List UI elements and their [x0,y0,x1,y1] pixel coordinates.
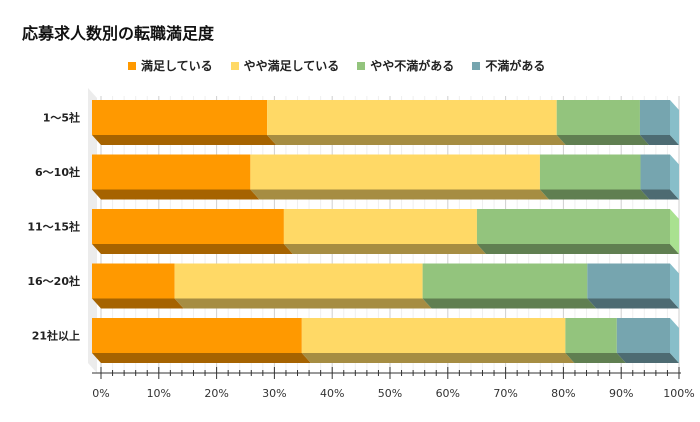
bar-shadow [267,135,566,145]
bar-shadow [250,189,549,200]
bar-segment [616,318,670,353]
chart-title: 応募求人数別の転職満足度 [22,24,215,43]
x-tick-label: 70% [493,387,517,400]
bar-shadow [283,244,486,254]
bar-segment [422,263,588,299]
bar-shadow [422,298,597,309]
bar-segment [640,154,670,190]
bar-segment [565,318,617,353]
bar-shadow [92,189,260,200]
x-tick-label: 30% [262,387,286,400]
bar-shadow [301,353,575,363]
x-tick-label: 80% [551,387,575,400]
bar-segment [476,209,670,244]
bar-segment [587,263,670,299]
x-tick-label: 100% [663,387,694,400]
x-tick-label: 60% [436,387,460,400]
x-tick-label: 90% [609,387,633,400]
bar-segment [92,154,251,190]
bar-shadow [639,135,679,145]
legend-swatch [230,61,239,70]
legend-item: 不満がある [472,57,545,74]
bar-shadow [92,353,311,363]
bar-end-face [670,154,679,200]
bar-end-face [670,263,679,309]
bar-shadow [92,244,293,254]
legend-label: 満足している [141,59,213,73]
bar-end-face [670,318,679,363]
category-label: 16〜20社 [27,274,80,288]
category-label: 11〜15社 [27,220,80,234]
bar-shadow [476,244,679,254]
x-tick-label: 50% [378,387,402,400]
bar-shadow [565,353,626,363]
bar-segment [92,318,302,353]
bar-shadow [556,135,649,145]
bar-segment [301,318,566,353]
bar-segment [639,100,670,135]
x-tick-label: 10% [147,387,171,400]
legend-label: やや不満がある [370,59,455,73]
bar-shadow [587,298,679,309]
bar-segment [174,263,423,299]
bar-shadow [640,189,679,200]
bar-segment [92,209,284,244]
bar-shadow [92,135,277,145]
legend-item: やや満足している [230,57,340,74]
category-label: 6〜10社 [35,165,80,179]
legend-item: やや不満がある [357,57,454,74]
bar-segment [556,100,640,135]
legend-item: 満足している [128,57,213,74]
category-label: 1〜5社 [43,111,80,125]
legend-label: やや満足している [243,59,340,73]
bar-shadow [174,298,432,309]
bar-segment [283,209,477,244]
legend-swatch [472,61,481,70]
bar-segment [539,154,641,190]
legend-swatch [357,61,366,70]
legend: 満足している やや満足している やや不満がある 不満がある [128,57,545,74]
bar-segment [267,100,557,135]
bar-end-face [670,100,679,145]
x-tick-label: 40% [320,387,344,400]
x-tick-label: 0% [92,387,109,400]
bar-shadow [616,353,679,363]
bar-shadow [539,189,650,200]
category-label: 21社以上 [32,329,80,343]
bar-segment [92,263,175,299]
legend-swatch [128,61,136,70]
x-tick-label: 20% [204,387,228,400]
bar-shadow [92,298,184,309]
legend-label: 不満がある [485,59,546,73]
bar-segment [250,154,540,190]
bar-end-face [670,209,679,254]
bar-segment [92,100,268,135]
